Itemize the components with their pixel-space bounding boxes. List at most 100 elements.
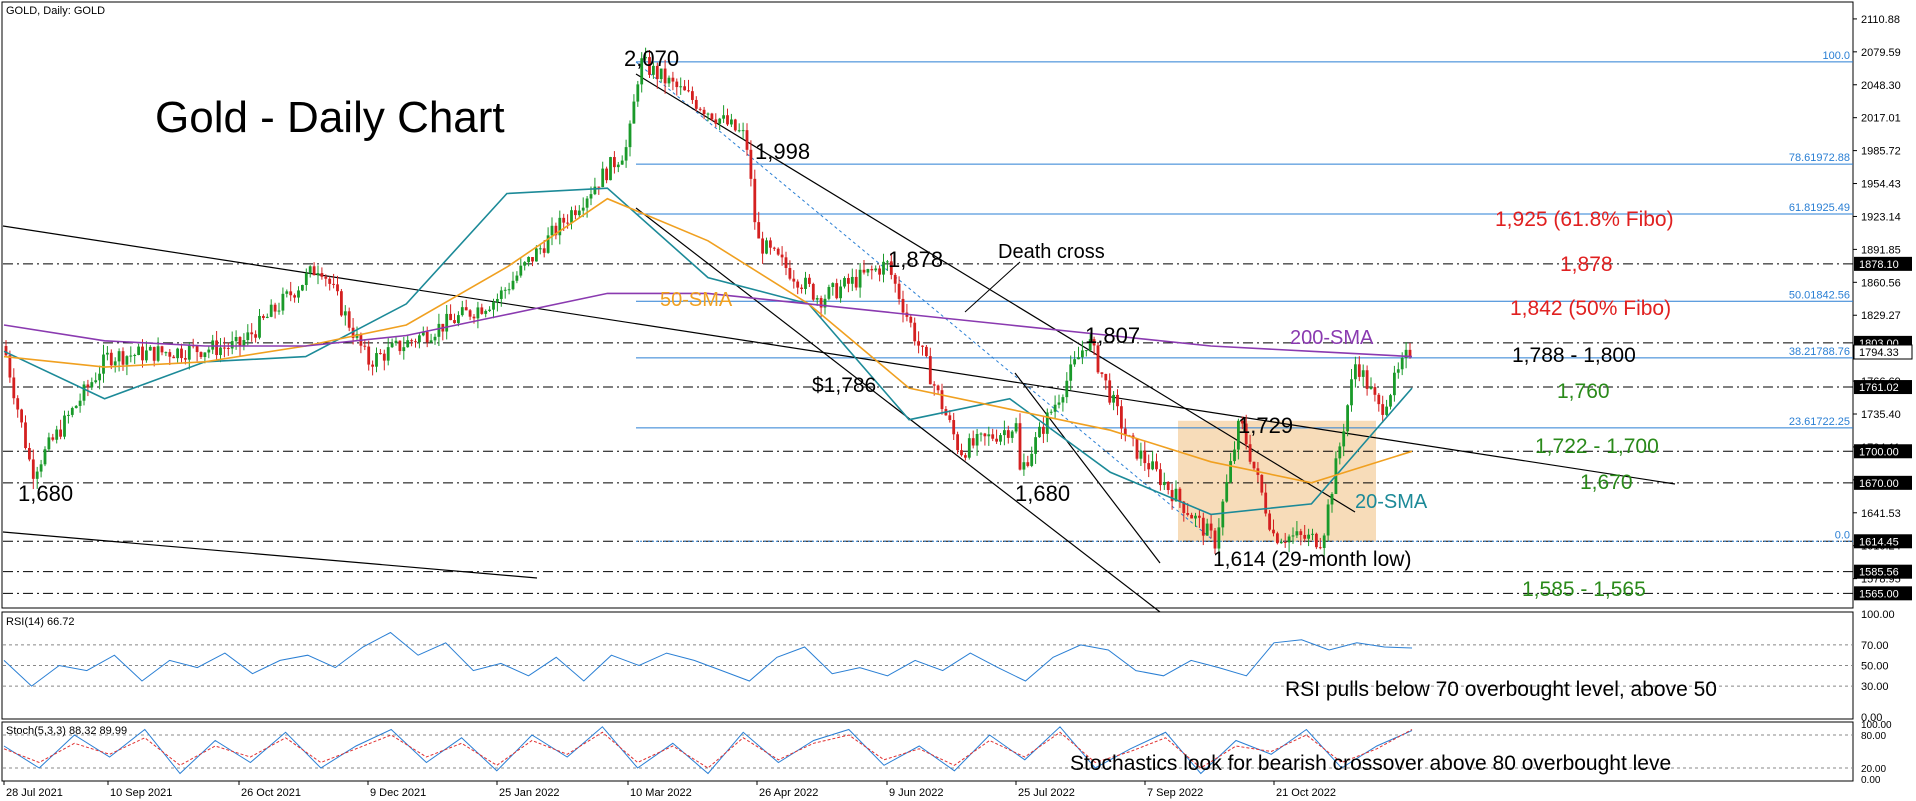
candle-body (952, 420, 956, 435)
candle-body (702, 109, 706, 115)
candle-body (1318, 547, 1322, 549)
price-axis-tick-label: 1735.40 (1861, 409, 1901, 421)
candle-body (1034, 437, 1037, 454)
candle-body (1194, 515, 1197, 519)
candle-body (55, 429, 59, 440)
candle-body (960, 450, 963, 456)
candle-body (804, 277, 807, 289)
rsi-axis-label: 100.00 (1861, 609, 1895, 621)
candle-body (975, 433, 979, 446)
candle-body (1342, 431, 1346, 447)
candle-body (858, 269, 862, 288)
candle-body (418, 335, 421, 343)
candle-body (730, 119, 733, 125)
candle-body (1143, 450, 1147, 464)
price-axis-tick-label: 2017.01 (1861, 113, 1901, 125)
candle-body (297, 290, 300, 298)
sma-line-200-sma (3, 292, 1413, 358)
candle-body (390, 343, 394, 348)
candle-body (1069, 364, 1073, 381)
candle-body (687, 90, 690, 92)
stoch-axis-label: 0.00 (1861, 775, 1881, 786)
candle-body (827, 286, 831, 299)
price-badge (1854, 534, 1912, 549)
candle-body (714, 119, 718, 124)
candle-body (1201, 517, 1205, 536)
candle-body (125, 356, 129, 365)
candle-body (332, 283, 335, 285)
candle-body (195, 345, 199, 353)
candle-body (1155, 461, 1158, 470)
candle-body (1244, 423, 1248, 445)
candle-body (324, 276, 328, 279)
candle-body (1361, 370, 1365, 377)
annotation-label: Death cross (998, 241, 1105, 263)
stoch-annotation: Stochastics look for bearish crossover a… (1070, 752, 1671, 775)
candle-body (893, 274, 897, 284)
candle-body (106, 352, 109, 355)
price-axis-tick-label: 1954.43 (1861, 179, 1901, 191)
candle-body (932, 384, 936, 386)
candle-body (971, 438, 975, 446)
candle-body (414, 341, 417, 343)
candle-body (979, 433, 983, 435)
price-axis-tick-label: 1985.72 (1861, 146, 1901, 158)
rsi-axis-label: 0.00 (1861, 712, 1882, 724)
candle-body (1322, 535, 1326, 548)
candle-body (1299, 531, 1303, 535)
candle-body (566, 222, 569, 224)
candle-body (156, 346, 160, 361)
annotation-label: 1,722 - 1,700 (1535, 435, 1659, 458)
candle-body (1120, 406, 1123, 429)
candle-body (336, 284, 339, 292)
candle-body (1088, 339, 1092, 351)
candle-body (1276, 533, 1279, 544)
candle-body (113, 361, 117, 366)
stoch-axis-label: 20.00 (1861, 764, 1886, 775)
price-axis-tick-label: 1923.14 (1861, 211, 1901, 223)
candle-body (698, 108, 702, 110)
candle-body (304, 273, 308, 286)
candle-body (1061, 397, 1065, 403)
candle-body (1272, 529, 1275, 534)
time-axis-tick-label: 7 Sep 2022 (1147, 787, 1203, 799)
candle-body (410, 340, 413, 342)
candle-body (265, 316, 269, 318)
candle-body (792, 278, 796, 282)
time-axis-tick-label: 10 Sep 2021 (110, 787, 172, 799)
candle-body (351, 327, 355, 338)
annotation-label: 50-SMA (660, 289, 733, 311)
candle-body (8, 355, 12, 378)
candle-body (394, 340, 398, 344)
price-axis-tick-label: 1829.27 (1861, 310, 1901, 322)
candle-body (133, 355, 137, 357)
candle-body (1307, 534, 1310, 539)
candle-body (468, 310, 472, 317)
candle-body (761, 238, 764, 254)
candle-body (870, 269, 874, 271)
candle-body (788, 267, 792, 279)
fibonacci-label: 23.61722.25 (1789, 416, 1850, 428)
candle-body (289, 291, 293, 296)
candle-body (1217, 527, 1221, 549)
candle-body (1026, 462, 1030, 466)
candle-body (1038, 426, 1041, 438)
candle-body (987, 434, 991, 437)
candle-body (70, 408, 74, 415)
candle-body (1092, 339, 1096, 346)
candle-body (511, 280, 515, 290)
candle-body (31, 459, 35, 479)
candle-body (343, 311, 347, 316)
annotation-label: 1,729 (1238, 413, 1293, 438)
candle-body (1369, 387, 1373, 389)
time-axis-tick-label: 28 Jul 2021 (6, 787, 63, 799)
candle-body (753, 178, 757, 223)
time-axis-tick-label: 9 Dec 2021 (370, 787, 426, 799)
candle-body (1291, 535, 1295, 537)
candle-body (823, 298, 827, 308)
candle-body (129, 355, 133, 357)
candle-body (710, 113, 714, 120)
candle-body (1057, 402, 1061, 405)
candle-body (488, 309, 491, 311)
candle-body (527, 257, 530, 263)
